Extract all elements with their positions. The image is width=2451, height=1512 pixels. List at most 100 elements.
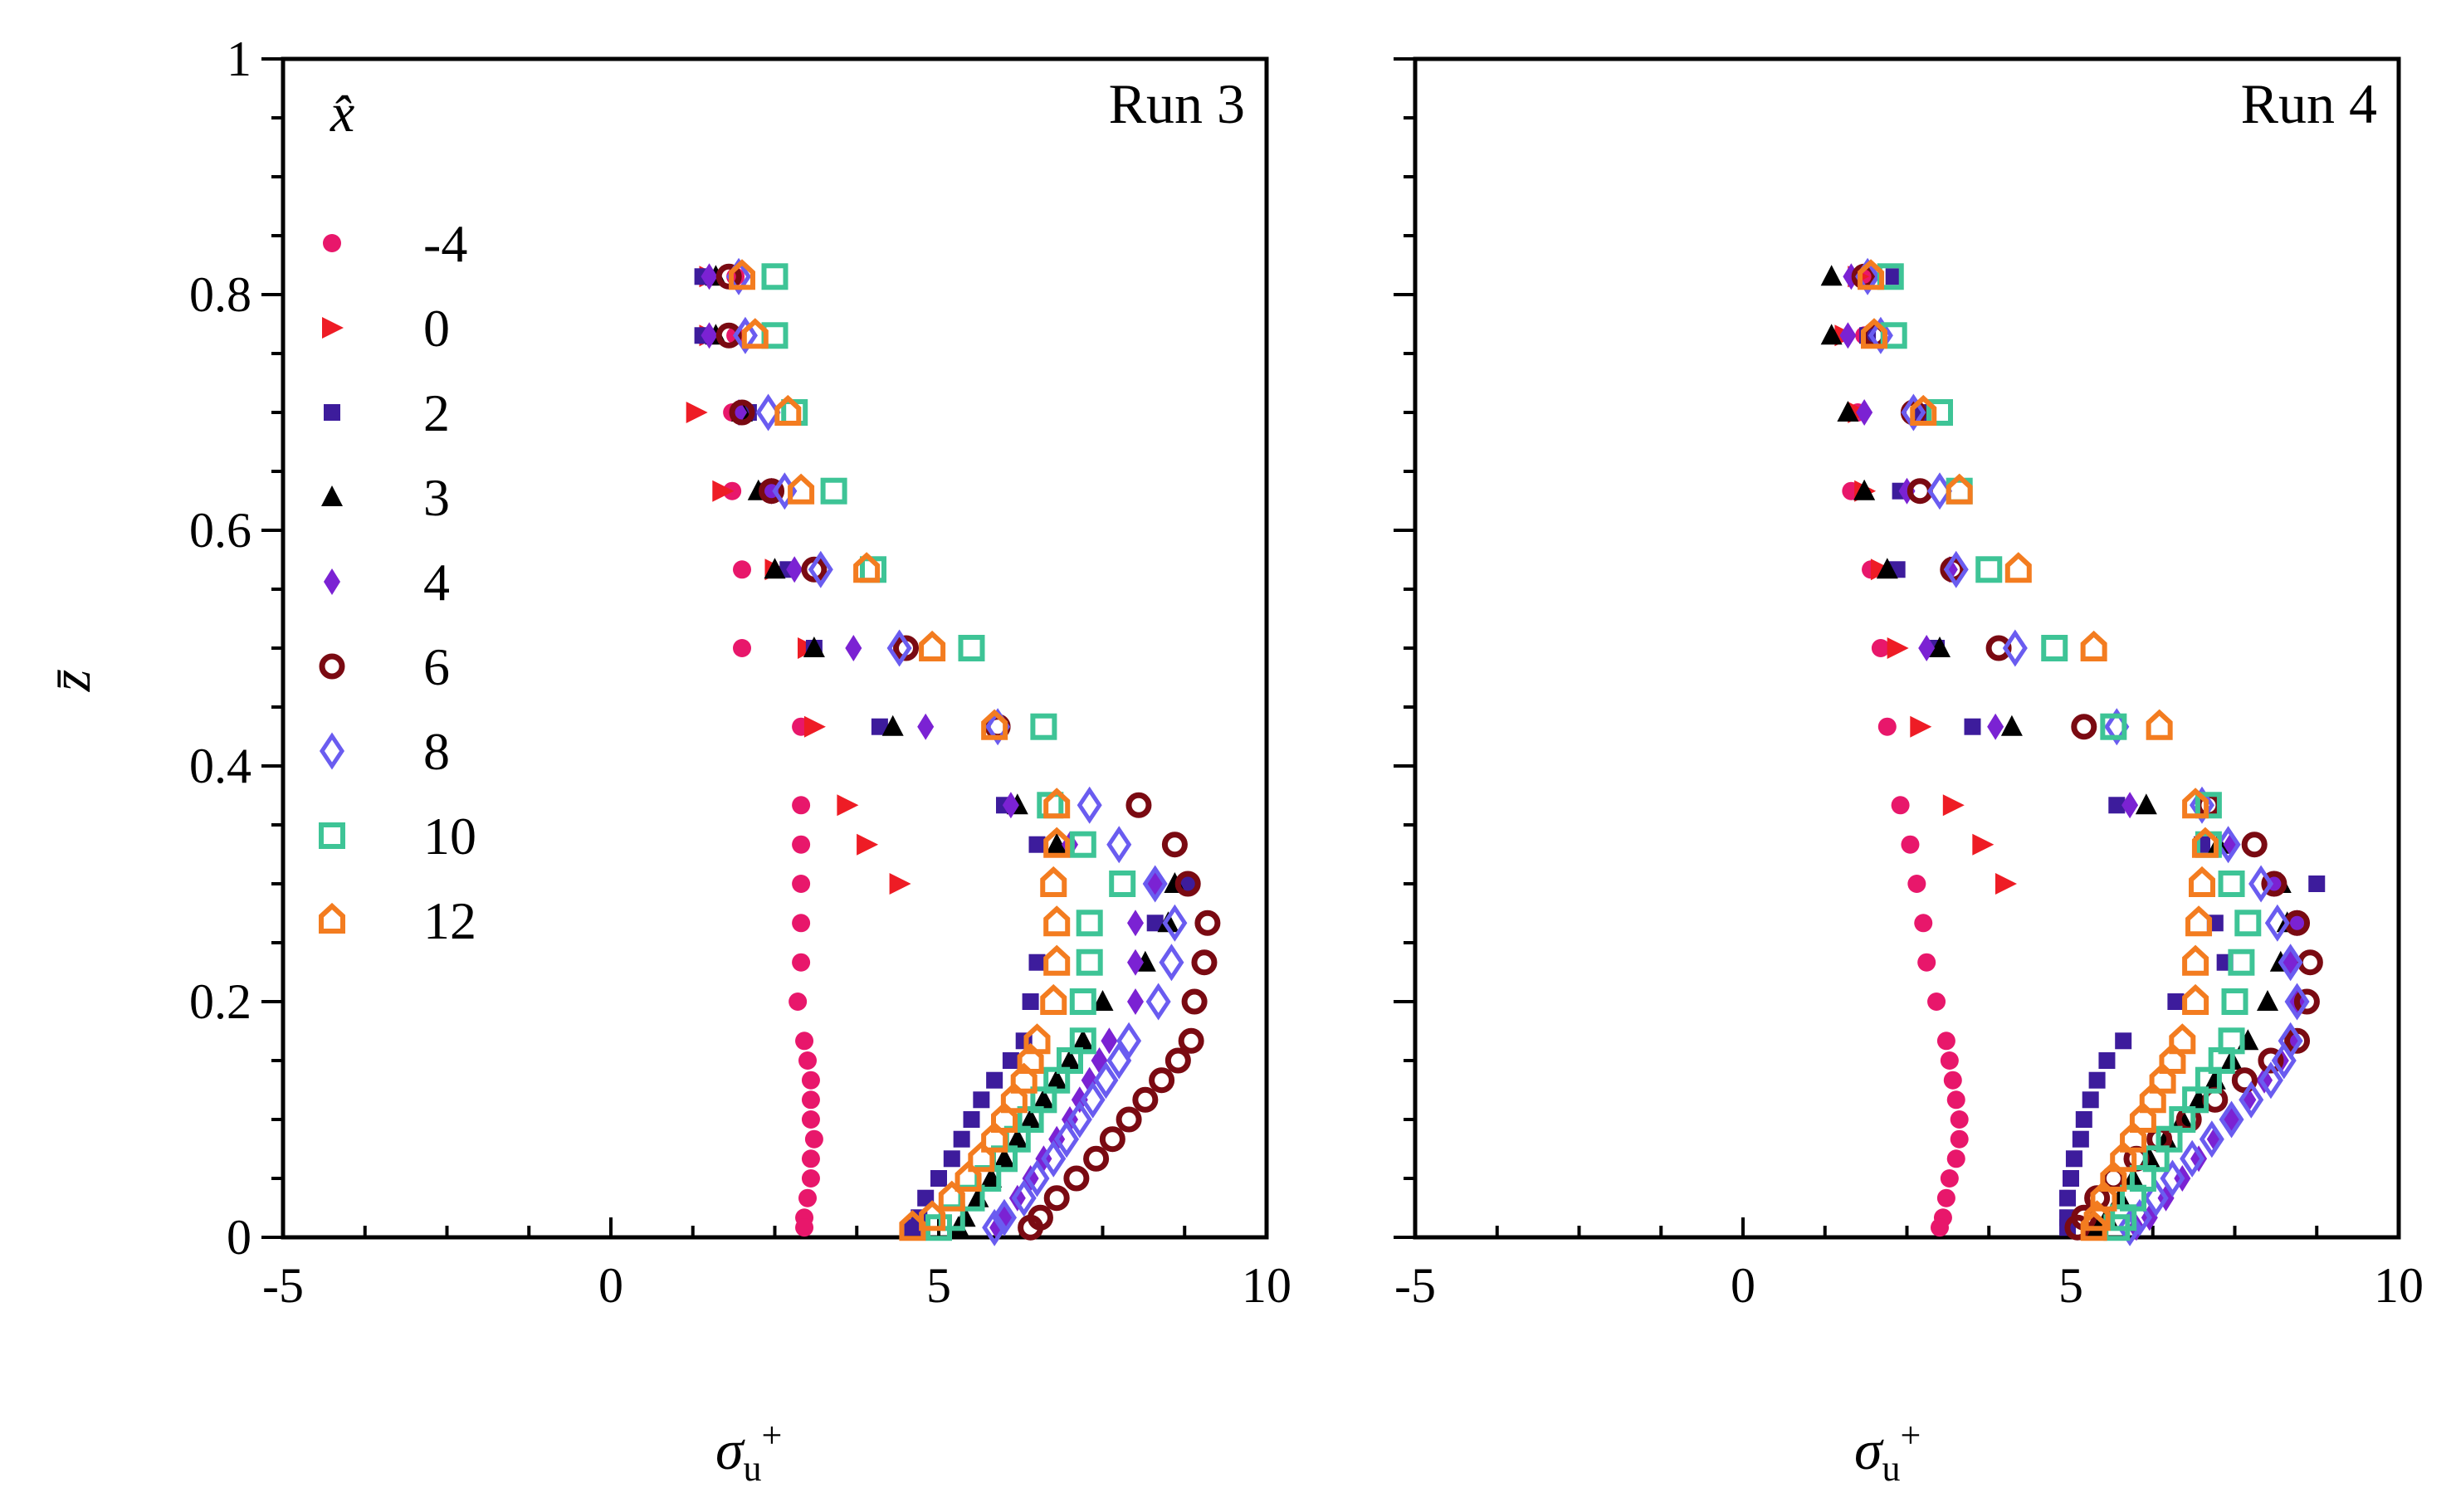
data-point	[1006, 1127, 1028, 1149]
data-point	[2135, 793, 2157, 815]
data-point	[2221, 988, 2248, 1015]
data-point	[871, 718, 888, 735]
legend-marker	[322, 317, 344, 339]
data-point	[968, 1141, 995, 1173]
legend-item: 4	[324, 553, 450, 612]
data-point	[881, 715, 904, 736]
legend-marker	[319, 732, 345, 770]
data-point	[1040, 983, 1067, 1015]
data-point	[2108, 797, 2126, 814]
data-point	[1142, 865, 1168, 903]
data-point	[1106, 1041, 1132, 1080]
data-point	[1127, 988, 1144, 1015]
data-point	[701, 322, 718, 349]
chart-title: Run 4	[2241, 72, 2377, 135]
data-point	[1040, 866, 1067, 897]
data-point	[1024, 1159, 1050, 1197]
data-point	[1002, 792, 1019, 819]
x-tick-label: 5	[926, 1258, 951, 1313]
data-point	[2256, 1066, 2273, 1094]
data-point	[1987, 713, 2004, 740]
data-point	[764, 558, 786, 579]
series-4	[701, 263, 1164, 1241]
x-axis-label-main: σ	[1854, 1418, 1884, 1481]
data-point	[1950, 1110, 1969, 1129]
data-point	[795, 1218, 814, 1237]
series-2	[694, 268, 1197, 1236]
data-point	[955, 1160, 982, 1192]
legend-item: 6	[319, 637, 450, 696]
legend-item: 8	[319, 722, 450, 781]
data-point	[1043, 1185, 1070, 1212]
data-point	[1174, 871, 1201, 897]
data-point	[1159, 944, 1184, 982]
legend-item: 3	[321, 468, 450, 527]
data-point	[2189, 866, 2215, 897]
data-point	[1877, 717, 1897, 736]
legend-label: 10	[423, 807, 476, 866]
data-point	[2115, 1032, 2132, 1050]
data-point	[1929, 637, 1951, 657]
data-point	[1931, 1218, 1949, 1237]
data-point	[1019, 1108, 1042, 1129]
data-point	[1127, 949, 1144, 976]
data-point	[729, 399, 755, 426]
data-point	[2297, 949, 2323, 976]
x-tick-label: 0	[1731, 1258, 1755, 1313]
legend-label: 8	[423, 722, 450, 781]
data-point	[2167, 993, 2185, 1010]
data-point	[1146, 915, 1164, 932]
y-tick-label: 1	[227, 32, 251, 86]
data-point	[732, 316, 758, 354]
data-point	[2159, 1042, 2186, 1074]
x-axis-label-main: σ	[715, 1418, 745, 1481]
data-point	[733, 639, 751, 657]
legend-label: -4	[423, 214, 467, 273]
data-point	[1917, 953, 1936, 972]
data-point	[1887, 637, 1909, 659]
data-point	[2088, 1071, 2106, 1089]
panel-run-4: -5 0 5 10 Run 4 σu+	[1394, 56, 2424, 1489]
data-point	[1046, 832, 1068, 854]
data-point	[2121, 792, 2139, 819]
legend-label: 3	[423, 468, 450, 527]
data-point	[1837, 401, 1859, 422]
data-point	[1067, 1100, 1092, 1139]
data-point	[820, 477, 847, 505]
data-point	[1853, 479, 1876, 500]
x-tick-label: 10	[2374, 1258, 2424, 1313]
data-point	[1907, 875, 1926, 893]
y-tick-label: 0	[227, 1210, 251, 1265]
data-point	[1077, 786, 1102, 824]
x-tick-label: 0	[598, 1258, 623, 1313]
data-point	[1194, 910, 1221, 936]
data-point	[1028, 836, 1046, 853]
data-point	[788, 473, 815, 505]
data-point	[2284, 983, 2310, 1021]
data-point	[2284, 1027, 2311, 1054]
data-point	[686, 402, 708, 423]
y-tick-label: 0.4	[189, 739, 251, 793]
data-point	[1914, 914, 1933, 933]
data-point	[2160, 1159, 2185, 1197]
data-point	[2110, 1141, 2137, 1173]
y-tick-label: 0.8	[189, 267, 251, 322]
data-point	[1995, 873, 2017, 895]
data-point	[1910, 715, 1932, 738]
x-tick-label: -5	[262, 1258, 304, 1313]
data-point	[1106, 826, 1132, 864]
data-point	[1178, 1027, 1204, 1054]
data-point	[1162, 904, 1188, 942]
data-point	[919, 1200, 946, 1232]
data-point	[1936, 1032, 1955, 1051]
data-point	[1054, 1120, 1080, 1158]
legend-item: 12	[319, 891, 476, 950]
data-point	[2190, 1145, 2208, 1173]
legend-items: -4 0 2 3 4 6 8 10 12	[319, 214, 476, 950]
data-point	[1876, 558, 1898, 579]
legend-label: 6	[423, 637, 450, 696]
y-tick-label: 0.2	[189, 974, 251, 1029]
series-10	[1877, 263, 2262, 1241]
data-point	[804, 1129, 823, 1149]
data-point	[1022, 993, 1039, 1010]
